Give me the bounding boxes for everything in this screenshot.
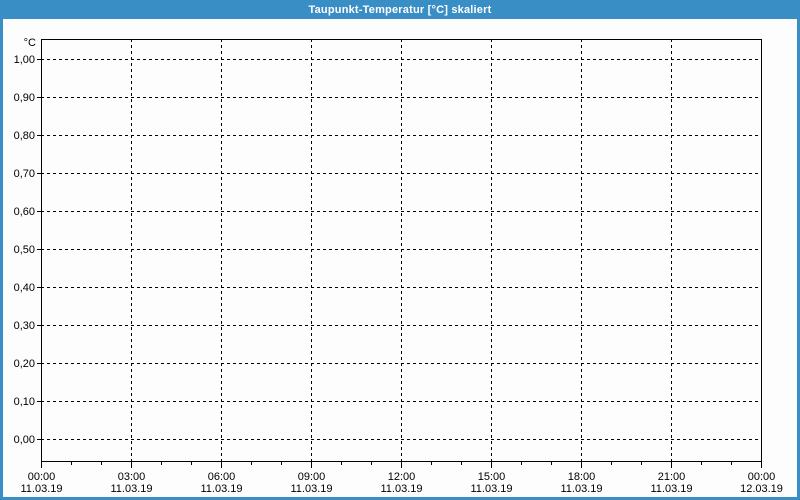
x-date-label: 11.03.19 <box>20 483 62 495</box>
x-date-label: 11.03.19 <box>560 483 602 495</box>
x-time-label: 06:00 <box>208 471 236 483</box>
y-tick-label: 0,90 <box>14 92 35 104</box>
y-tick-label: 0,50 <box>14 244 35 256</box>
x-date-label: 11.03.19 <box>380 483 422 495</box>
x-time-label: 03:00 <box>118 471 146 483</box>
window-title-bar[interactable]: Taupunkt-Temperatur [°C] skaliert <box>0 0 800 19</box>
x-time-label: 18:00 <box>568 471 596 483</box>
x-time-label: 21:00 <box>658 471 686 483</box>
y-tick-label: 0,70 <box>14 168 35 180</box>
chart-svg: 1,00 0,90 0,80 0,70 0,60 0,50 0,40 0,30 0,20 0,10… <box>14 37 783 495</box>
y-tick-label: 0,30 <box>14 320 35 332</box>
x-time-label: 12:00 <box>388 471 416 483</box>
y-tick-label: 0,20 <box>14 358 35 370</box>
y-tick-label: 0,60 <box>14 206 35 218</box>
y-tick-label: 0,40 <box>14 282 35 294</box>
y-tick-label: 0,10 <box>14 396 35 408</box>
x-date-label: 11.03.19 <box>470 483 512 495</box>
chart-area: 1,00 0,90 0,80 0,70 0,60 0,50 0,40 0,30 0,20 0,10… <box>3 19 797 497</box>
x-date-label: 11.03.19 <box>110 483 152 495</box>
x-date-label: 11.03.19 <box>290 483 332 495</box>
x-time-label: 00:00 <box>748 471 776 483</box>
x-date-label: 11.03.19 <box>200 483 242 495</box>
x-time-label: 00:00 <box>28 471 56 483</box>
y-axis-unit-label: °C <box>24 37 36 49</box>
x-time-label: 15:00 <box>478 471 506 483</box>
window-title: Taupunkt-Temperatur [°C] skaliert <box>308 3 492 16</box>
x-time-label: 09:00 <box>298 471 326 483</box>
x-date-label: 12.03.19 <box>740 483 783 495</box>
y-tick-label: 0,00 <box>14 434 35 446</box>
y-tick-label: 1,00 <box>14 54 35 66</box>
x-date-label: 11.03.19 <box>650 483 692 495</box>
y-tick-label: 0,80 <box>14 130 35 142</box>
